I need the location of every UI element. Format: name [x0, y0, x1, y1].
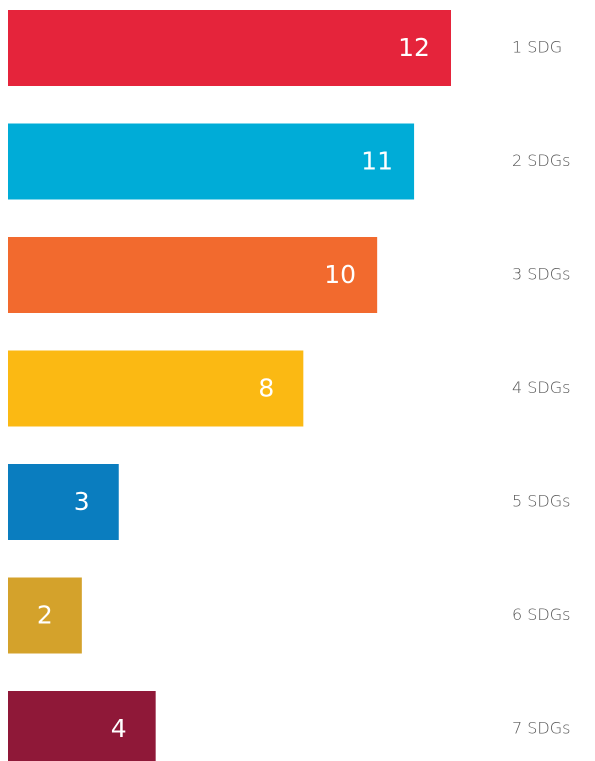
value-label: 2: [37, 601, 53, 630]
category-label: 7 SDGs: [512, 719, 570, 738]
category-label: 1 SDG: [512, 38, 562, 57]
value-label: 11: [361, 147, 393, 176]
category-label: 3 SDGs: [512, 265, 570, 284]
category-label: 6 SDGs: [512, 605, 570, 624]
value-label: 10: [324, 260, 356, 289]
bar: [8, 237, 378, 313]
bar: [8, 123, 415, 200]
bar: [8, 350, 304, 427]
bar: [8, 464, 119, 540]
value-label: 3: [74, 487, 90, 516]
category-label: 4 SDGs: [512, 378, 570, 397]
value-label: 8: [258, 374, 274, 403]
bar: [8, 577, 82, 654]
category-label: 2 SDGs: [512, 151, 570, 170]
value-label: 12: [398, 33, 430, 62]
category-label: 5 SDGs: [512, 492, 570, 511]
bar: [8, 10, 451, 86]
value-label: 4: [111, 714, 127, 743]
bar: [8, 691, 156, 761]
